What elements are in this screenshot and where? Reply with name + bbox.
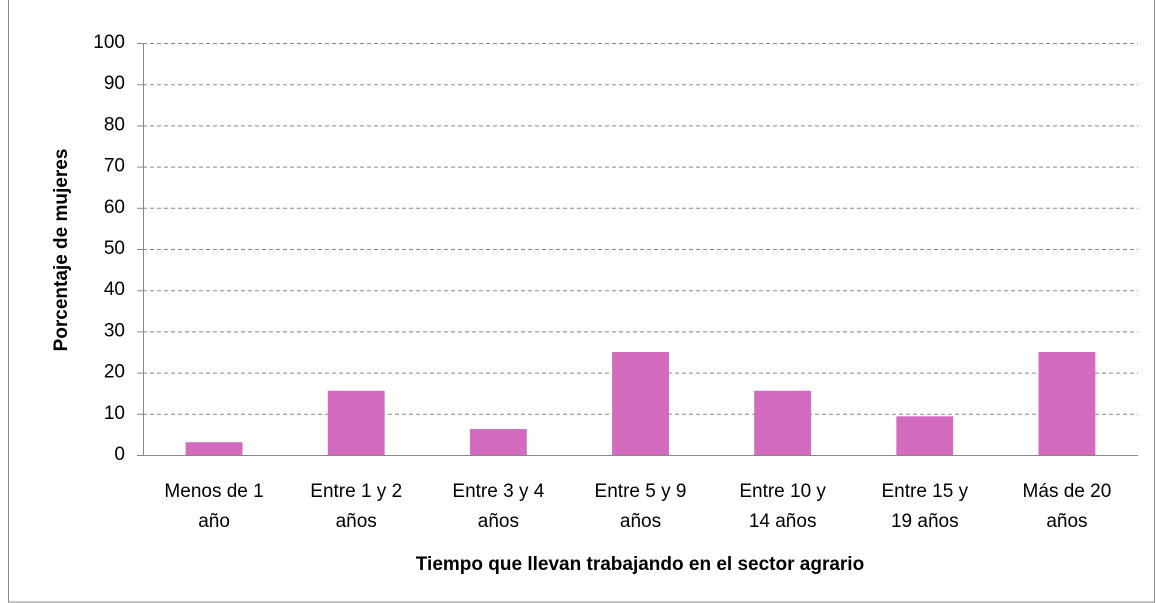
x-tick-label: 19 años [891,511,959,532]
y-axis-title: Porcentaje de mujeres [51,149,72,352]
x-tick-label: Entre 1 y 2 [310,481,402,502]
y-tick-label: 0 [114,444,125,465]
bar [754,390,812,455]
y-tick-label: 90 [104,73,125,94]
y-tick-label: 40 [104,279,125,300]
x-tick-label: años [620,511,661,532]
y-tick-label: 60 [104,197,125,218]
x-tick-label: Entre 10 y [739,481,826,502]
x-tick-label: años [1046,511,1087,532]
x-tick-label: Más de 20 [1023,481,1112,502]
x-tick-label: Entre 5 y 9 [595,481,687,502]
bar [612,352,669,455]
y-tick-label: 20 [104,362,125,383]
bar [469,429,527,455]
x-tick-label: años [336,511,377,532]
x-axis-title: Tiempo que llevan trabajando en el secto… [416,554,864,575]
x-tick-label: 14 años [749,511,817,532]
y-tick-label: 70 [104,156,125,177]
y-tick-label: 80 [104,114,125,135]
y-tick-label: 50 [104,238,125,259]
bar [185,442,243,455]
x-tick-label: Entre 15 y [881,481,968,502]
x-tick-label: Entre 3 y 4 [452,481,544,502]
x-tick-label: años [478,511,519,532]
bar [1038,352,1096,455]
y-tick-label: 30 [104,320,125,341]
y-tick-label: 100 [93,32,125,53]
bar [327,390,385,455]
x-tick-label: año [198,511,230,532]
x-tick-label: Menos de 1 [164,481,263,502]
chart-frame [8,0,1155,603]
y-tick-label: 10 [104,403,125,424]
bar [896,416,954,455]
